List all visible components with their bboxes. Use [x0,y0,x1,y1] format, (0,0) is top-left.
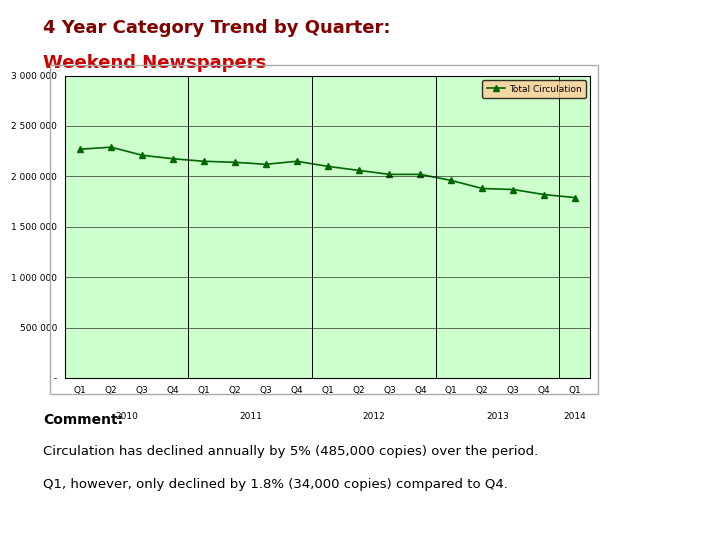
Total Circulation [292,158,301,165]
Text: 4 Year Category Trend by Quarter:: 4 Year Category Trend by Quarter: [43,19,391,37]
Total Circulation [230,159,239,166]
Total Circulation [509,186,518,193]
Total Circulation [107,144,115,151]
Total Circulation [416,171,425,178]
Text: 2011: 2011 [239,412,262,421]
Total Circulation [76,146,84,152]
Total Circulation [199,158,208,165]
Text: Weekend Newspapers: Weekend Newspapers [43,54,266,72]
Text: Circulation has declined annually by 5% (485,000 copies) over the period.: Circulation has declined annually by 5% … [43,446,539,458]
Total Circulation [385,171,394,178]
Text: 2013: 2013 [486,412,509,421]
Text: 2010: 2010 [115,412,138,421]
Total Circulation [571,194,580,201]
Line: Total Circulation: Total Circulation [77,144,578,201]
Legend: Total Circulation: Total Circulation [482,80,586,98]
Total Circulation [447,177,456,184]
Total Circulation [354,167,363,173]
Total Circulation [138,152,146,158]
Total Circulation [168,156,177,162]
Total Circulation [323,163,332,170]
Text: 2012: 2012 [363,412,385,421]
Text: Q1, however, only declined by 1.8% (34,000 copies) compared to Q4.: Q1, however, only declined by 1.8% (34,0… [43,478,508,491]
Text: 2014: 2014 [564,412,586,421]
Total Circulation [540,191,549,198]
Text: Comment:: Comment: [43,413,123,427]
Total Circulation [261,161,270,167]
Total Circulation [478,185,487,192]
